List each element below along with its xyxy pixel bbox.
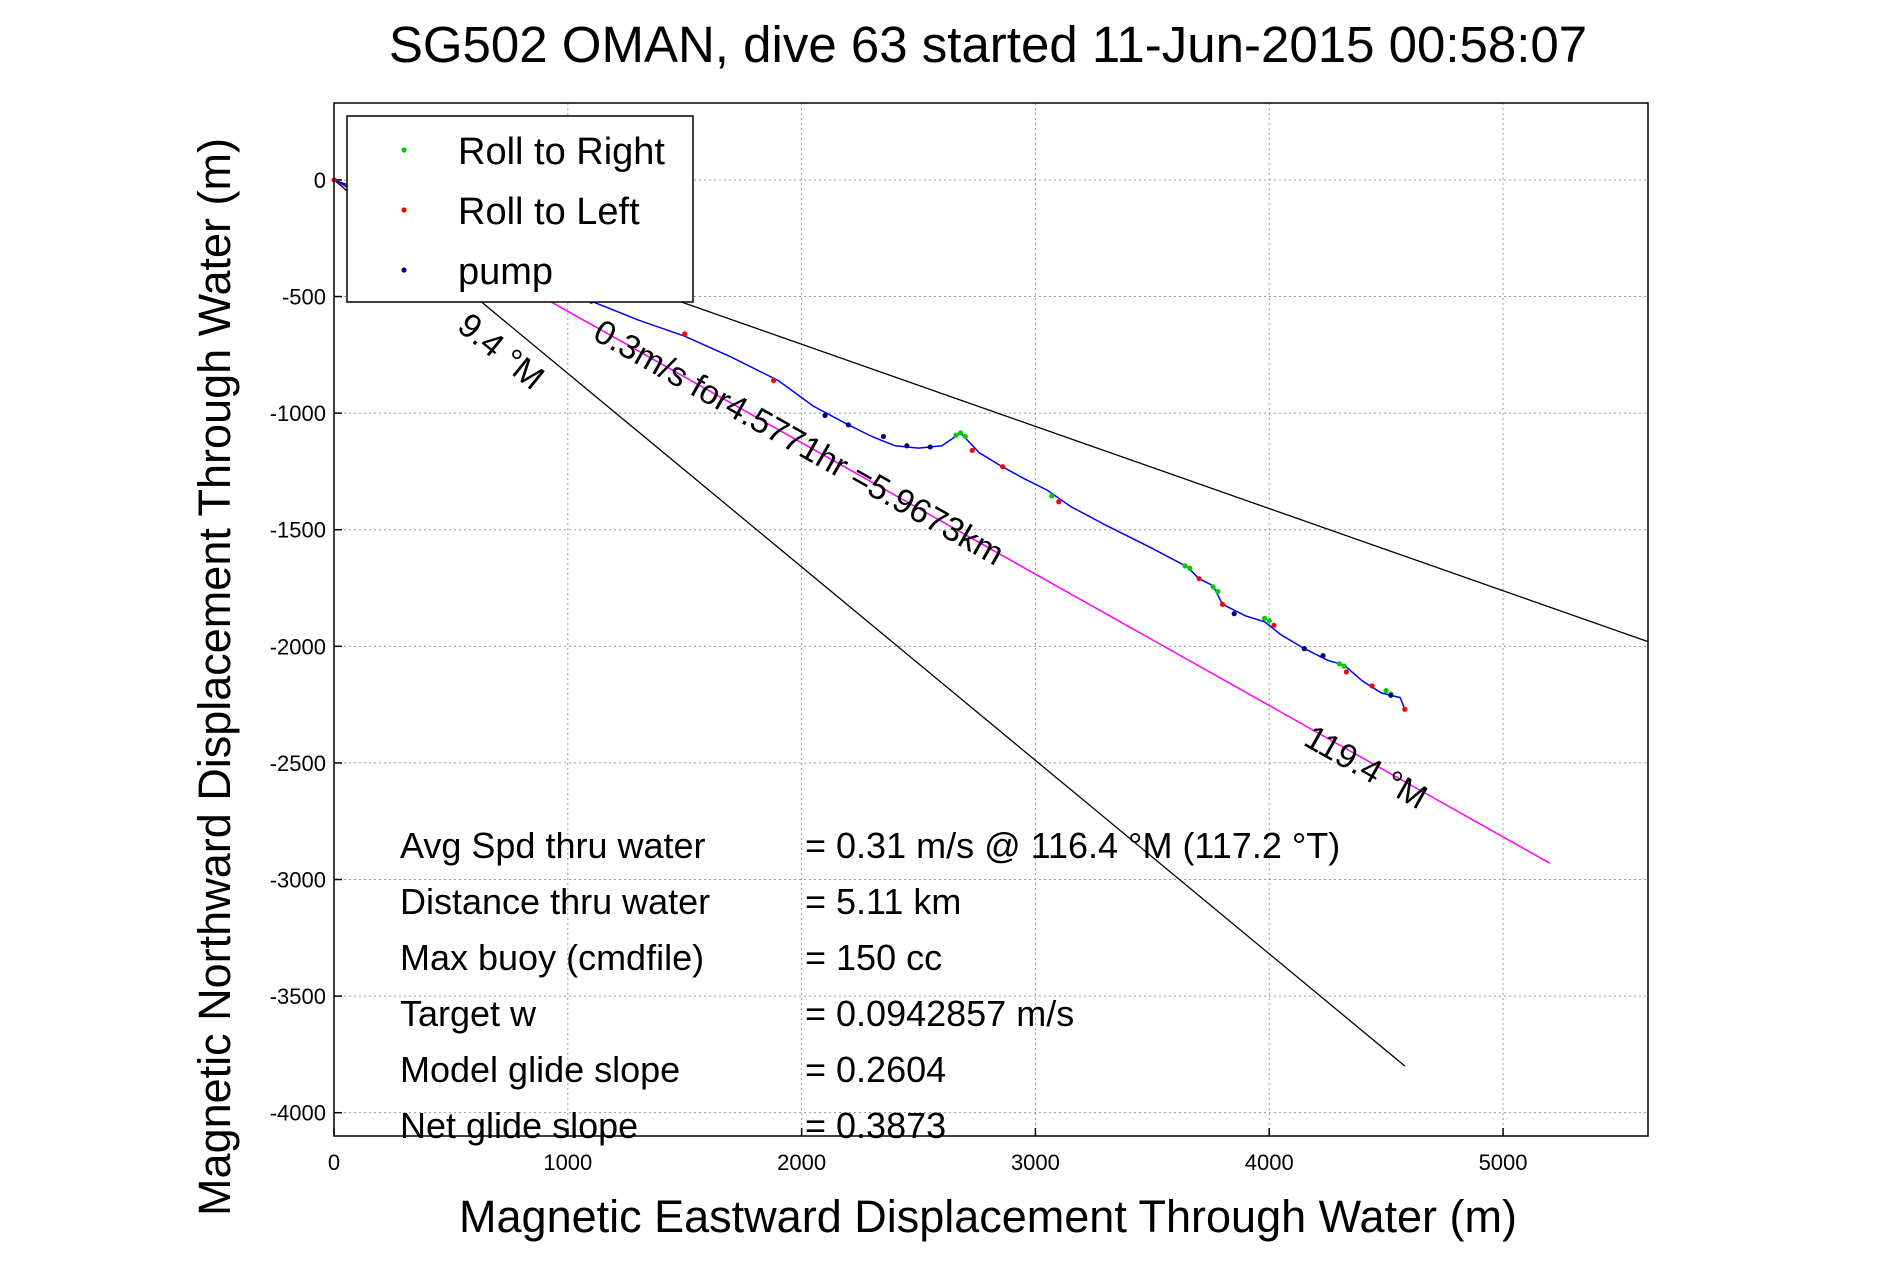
roll-left-marker (1343, 669, 1349, 675)
pump-marker (904, 443, 910, 449)
roll-right-marker (953, 432, 959, 438)
y-tick-label: -2500 (270, 751, 326, 776)
pump-marker (1301, 646, 1307, 652)
heading-bound-line (333, 179, 1406, 1067)
x-tick-label: 5000 (1479, 1150, 1528, 1175)
roll-right-marker (1215, 588, 1221, 595)
roll-right-marker (1261, 615, 1268, 621)
roll-right-marker (1336, 661, 1342, 667)
roll-right-marker (1187, 565, 1193, 571)
pump-marker (822, 412, 828, 419)
x-tick-label: 2000 (777, 1150, 826, 1175)
y-tick-label: -1500 (270, 518, 326, 543)
x-tick-label: 0 (328, 1150, 340, 1175)
stat-label: Avg Spd thru water (400, 825, 706, 866)
y-tick-label: -500 (282, 285, 326, 310)
stat-value: = 0.2604 (805, 1049, 946, 1090)
roll-left-marker (1056, 499, 1062, 505)
pump-marker (1388, 692, 1394, 698)
roll-left-marker (1000, 464, 1006, 470)
y-tick-label: -4000 (270, 1101, 326, 1126)
legend-marker (401, 207, 407, 213)
pump-marker (1320, 653, 1326, 659)
roll-left-marker (770, 377, 777, 384)
stat-label: Target w (400, 993, 537, 1034)
stat-label: Model glide slope (400, 1049, 680, 1090)
stat-value: = 5.11 km (805, 881, 961, 922)
roll-left-marker (1402, 706, 1408, 712)
grid-lines (334, 103, 1648, 1136)
stat-label: Distance thru water (400, 881, 710, 922)
pump-marker (880, 433, 887, 440)
legend-label: Roll to Right (458, 131, 665, 173)
roll-left-marker (969, 447, 975, 454)
legend-marker (401, 267, 407, 273)
dive-stats: Avg Spd thru water = 0.31 m/s @ 116.4 °M … (400, 825, 1340, 1146)
x-axis-label: Magnetic Eastward Displacement Through W… (459, 1191, 1517, 1242)
legend-marker (401, 147, 407, 153)
event-markers (331, 177, 1408, 712)
stat-value: = 0.3873 (805, 1105, 946, 1146)
roll-right-marker (1182, 563, 1188, 569)
legend: Roll to Right Roll to Left pump (346, 115, 694, 303)
roll-left-marker (1369, 683, 1375, 689)
y-axis-label: Magnetic Northward Displacement Through … (189, 138, 240, 1216)
roll-right-marker (962, 433, 968, 440)
x-tick-label: 3000 (1011, 1150, 1060, 1175)
y-tick-label: -3500 (270, 984, 326, 1009)
legend-label: pump (458, 251, 553, 293)
roll-left-marker (1219, 601, 1226, 607)
roll-right-marker (1266, 618, 1272, 624)
x-tick-label: 4000 (1245, 1150, 1294, 1175)
roll-right-marker (1049, 493, 1055, 499)
axis-ticks: 0 1000 2000 3000 4000 5000 0 -500 -1000 -1500 -200… (270, 168, 1528, 1175)
roll-right-marker (1383, 688, 1389, 694)
y-tick-label: 0 (314, 168, 326, 193)
roll-left-marker (1271, 622, 1277, 628)
stat-label: Net glide slope (400, 1105, 638, 1146)
stat-value: = 150 cc (805, 937, 942, 978)
pump-marker (1231, 611, 1237, 617)
x-tick-label: 1000 (543, 1150, 592, 1175)
y-tick-label: -3000 (270, 867, 326, 892)
stat-value: = 0.31 m/s @ 116.4 °M (117.2 °T) (805, 825, 1340, 866)
y-tick-label: -1000 (270, 401, 326, 426)
pump-marker (927, 444, 933, 450)
chart-title: SG502 OMAN, dive 63 started 11-Jun-2015 … (389, 16, 1587, 73)
roll-right-marker (1341, 663, 1347, 669)
stat-value: = 0.0942857 m/s (805, 993, 1074, 1034)
roll-left-marker (682, 331, 688, 337)
legend-label: Roll to Left (458, 191, 640, 233)
roll-right-marker (958, 430, 964, 436)
roll-left-marker (1196, 576, 1202, 582)
pump-marker (845, 422, 851, 428)
stat-label: Max buoy (cmdfile) (400, 937, 704, 978)
y-tick-label: -2000 (270, 634, 326, 659)
roll-right-marker (1210, 584, 1216, 590)
